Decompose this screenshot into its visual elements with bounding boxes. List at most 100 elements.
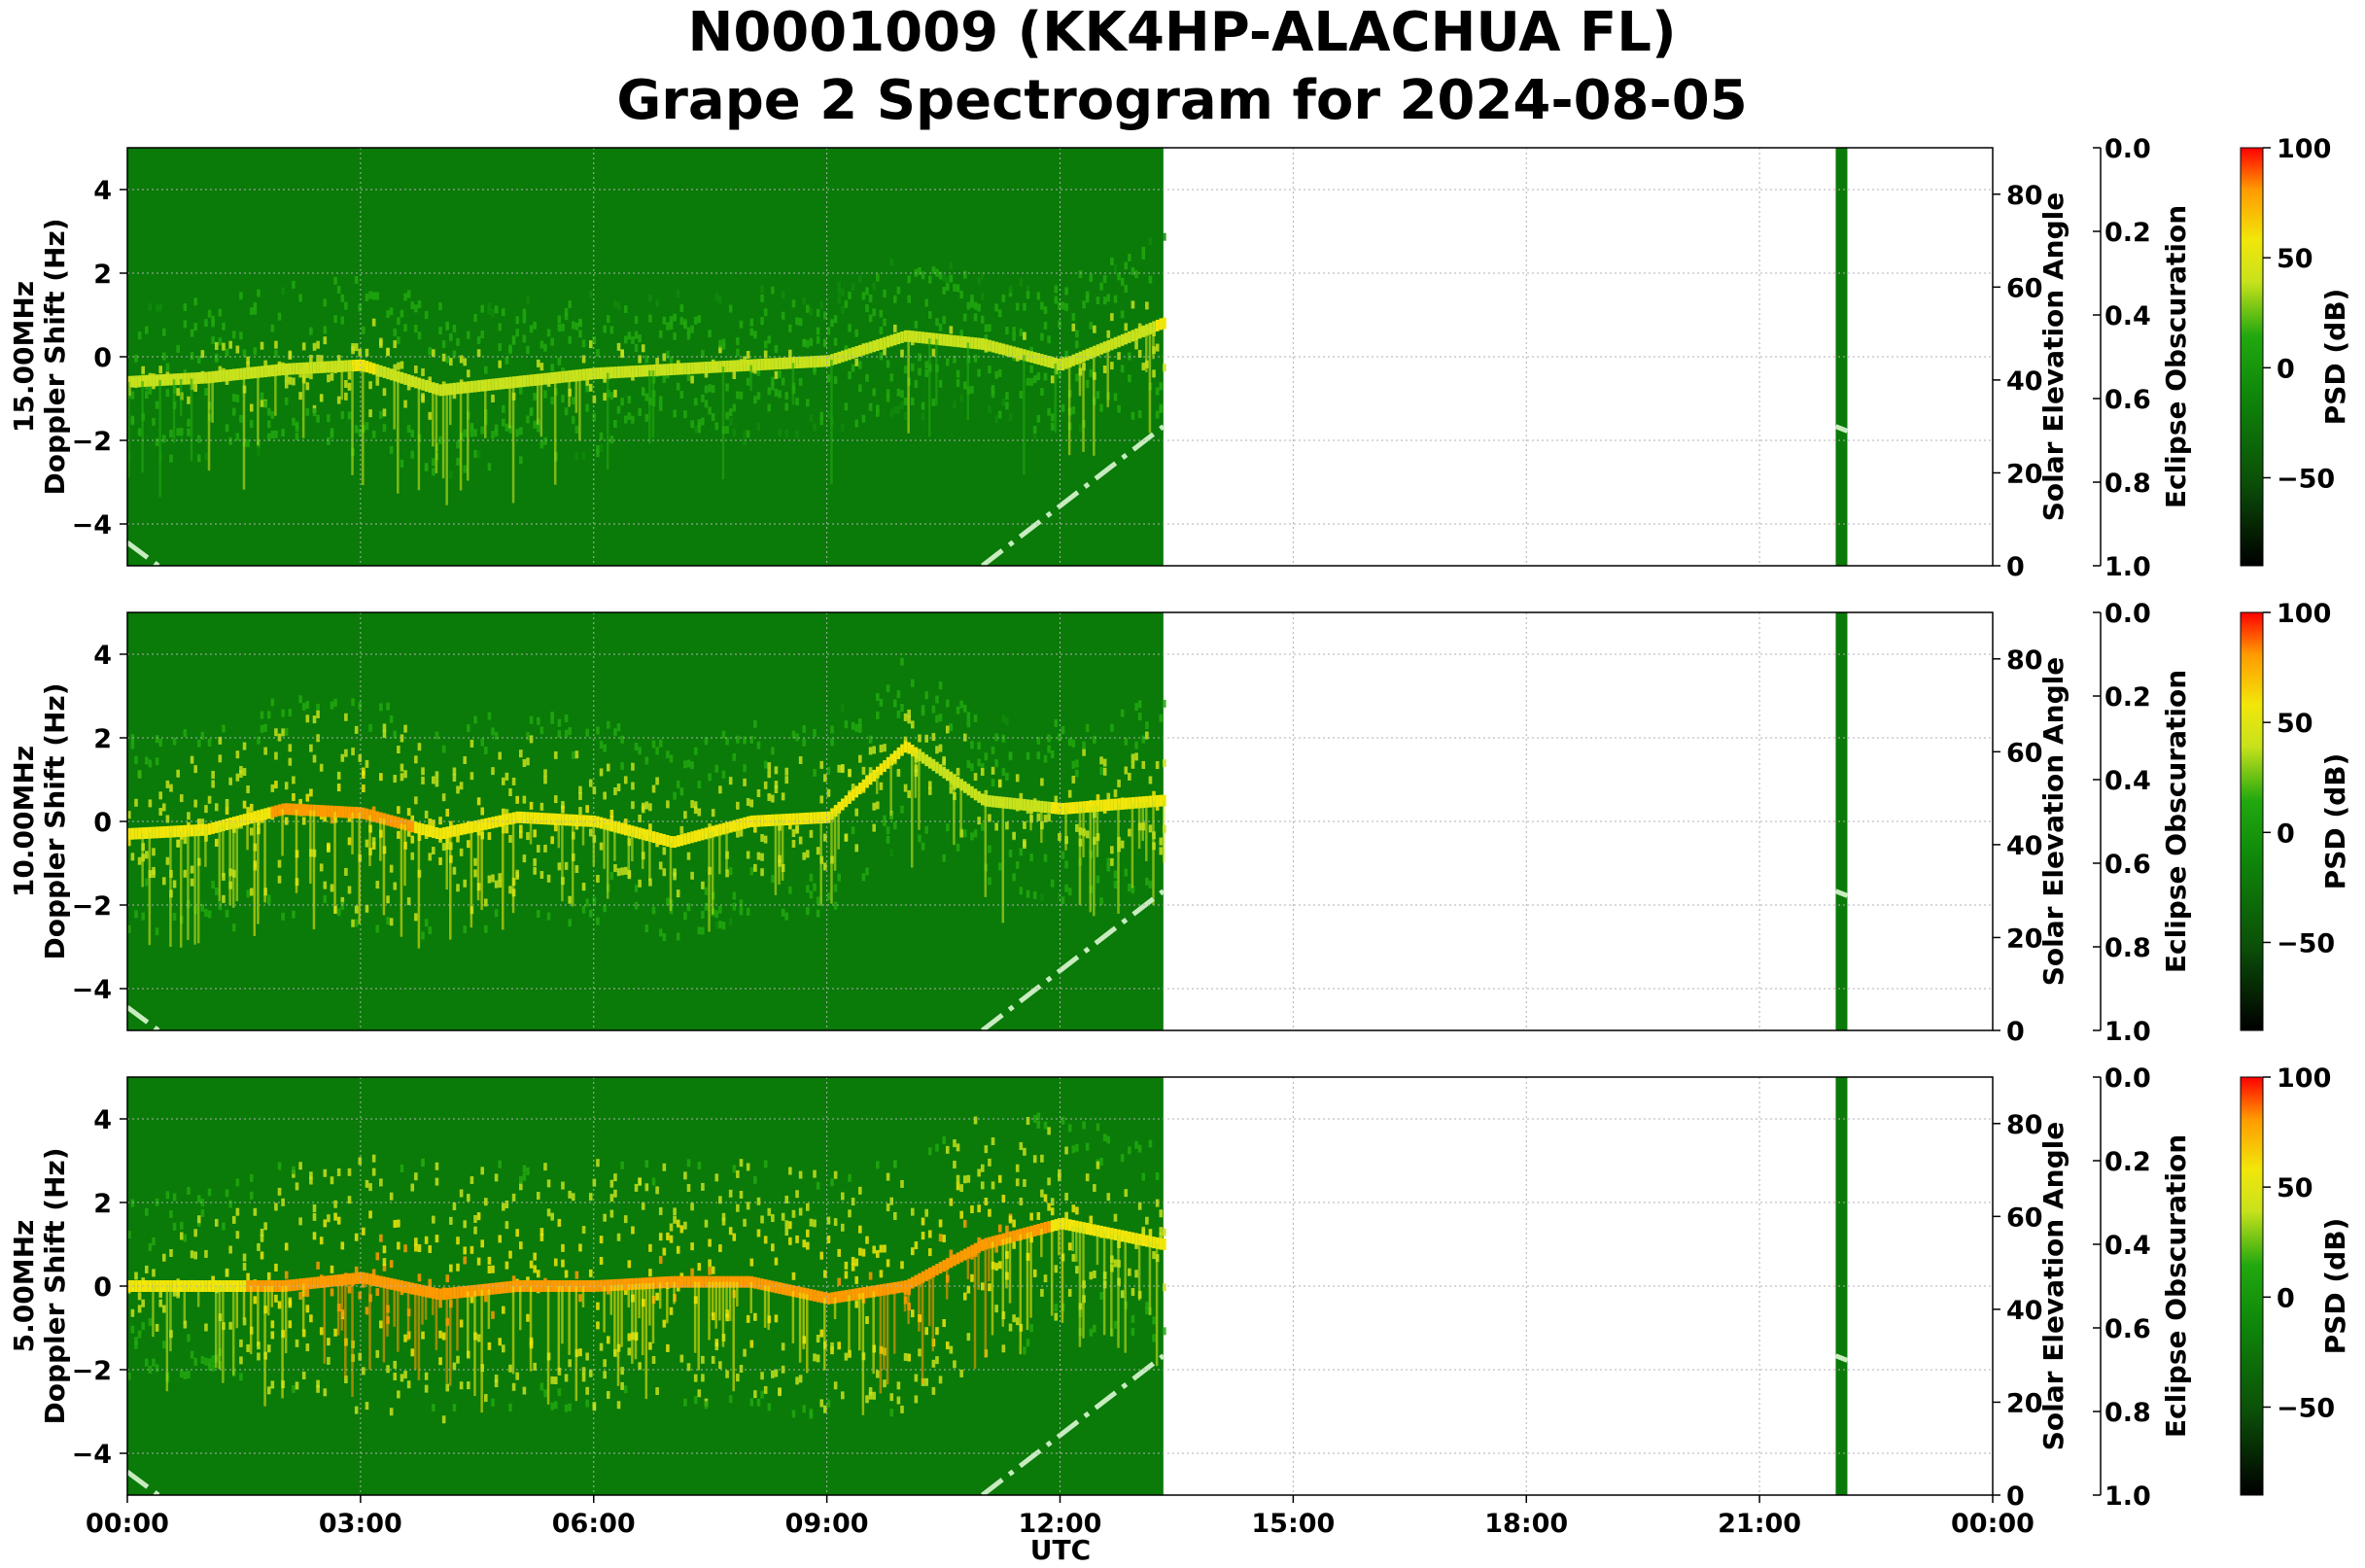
psd-peak-mark [1085,1222,1090,1235]
psd-mark [410,815,415,823]
psd-mark [196,1195,201,1203]
psd-peak-mark [1110,338,1114,351]
psd-mark [470,739,474,748]
psd-mark [658,928,663,937]
psd-mark [914,320,919,329]
psd-mark [886,1172,890,1181]
psd-mark [1012,1219,1016,1228]
psd-mark [347,1196,352,1204]
psd-spread-mark [529,818,533,845]
psd-peak-mark [410,820,415,833]
psd-mark [336,784,341,792]
psd-mark [879,326,884,334]
psd-mark [410,450,415,459]
psd-mark [546,874,551,883]
psd-mark [924,298,928,307]
psd-mark [953,1360,956,1369]
psd-mark [270,430,275,438]
psd-spread-mark [833,1297,837,1320]
psd-mark [669,316,674,325]
psd-mark [596,449,600,458]
psd-mark [927,310,932,319]
psd-mark [533,857,537,866]
psd-mark [844,402,849,411]
psd-mark [564,1270,569,1278]
psd-mark [749,328,754,336]
psd-peak-mark [568,814,572,826]
psd-peak-mark [309,1277,313,1290]
psd-mark [743,437,747,446]
psd-mark [529,735,534,744]
psd-mark [918,353,922,362]
psd-spread-mark [613,1284,616,1356]
psd-mark [627,1347,632,1356]
psd-mark [137,428,142,436]
psd-peak-mark [988,339,991,352]
psd-mark [1163,364,1166,372]
psd-mark [1058,370,1061,379]
psd-peak-mark [494,816,499,828]
psd-mark [281,287,285,296]
psd-peak-mark [690,831,694,844]
psd-peak-mark [336,806,341,819]
psd-mark [169,1248,173,1257]
psd-peak-mark [851,788,855,801]
psd-mark [347,371,352,380]
psd-peak-mark [844,795,849,808]
psd-mark [819,1251,824,1260]
psd-mark [763,308,768,317]
psd-peak-mark [550,371,554,384]
psd-mark [606,720,610,729]
psd-spread-mark [1023,355,1026,475]
psd-mark [927,786,932,795]
psd-mark [676,780,680,788]
psd-mark [365,839,369,848]
psd-mark [515,316,519,325]
psd-mark [298,294,302,302]
psd-mark [889,1197,893,1205]
psd-mark [889,1393,893,1402]
psd-spread-mark [927,338,931,437]
psd-mark [543,343,547,352]
psd-mark [599,444,604,453]
psd-mark [1023,302,1026,311]
psd-peak-mark [711,361,715,373]
psd-peak-mark [795,813,799,825]
psd-mark [756,1229,761,1237]
psd-mark [883,347,887,356]
psd-mark [515,1372,519,1380]
psd-mark [949,261,954,270]
psd-peak-mark [463,1285,468,1298]
psd-peak-mark [504,377,509,390]
psd-mark [432,776,435,784]
psd-mark [763,1236,768,1244]
psd-peak-mark [379,365,383,377]
psd-mark [1137,350,1142,359]
psd-peak-mark [833,352,838,365]
psd-mark [669,1307,674,1315]
psd-spread-mark [127,381,130,478]
psd-peak-mark [746,359,750,371]
psd-peak-mark [819,1291,824,1304]
psd-mark [249,888,254,896]
psd-mark [788,1221,792,1230]
psd-mark [529,801,534,810]
psd-peak-mark [330,361,334,373]
psd-mark [819,1329,824,1338]
psd-mark [606,1336,610,1344]
psd-mark [1029,346,1033,355]
psd-mark [428,853,433,861]
psd-peak-mark [1128,1231,1131,1243]
psd-mark [1078,424,1083,433]
psd-spread-mark [641,834,644,869]
psd-mark [651,906,656,915]
psd-mark [736,1374,740,1382]
psd-mark [728,777,733,785]
psd-mark [900,805,904,814]
psd-peak-mark [1015,347,1020,360]
psd-peak-mark [581,368,586,381]
psd-peak-mark [1096,344,1100,357]
psd-mark [1152,1251,1156,1260]
psd-peak-mark [176,825,180,838]
psd-mark [574,1271,579,1279]
